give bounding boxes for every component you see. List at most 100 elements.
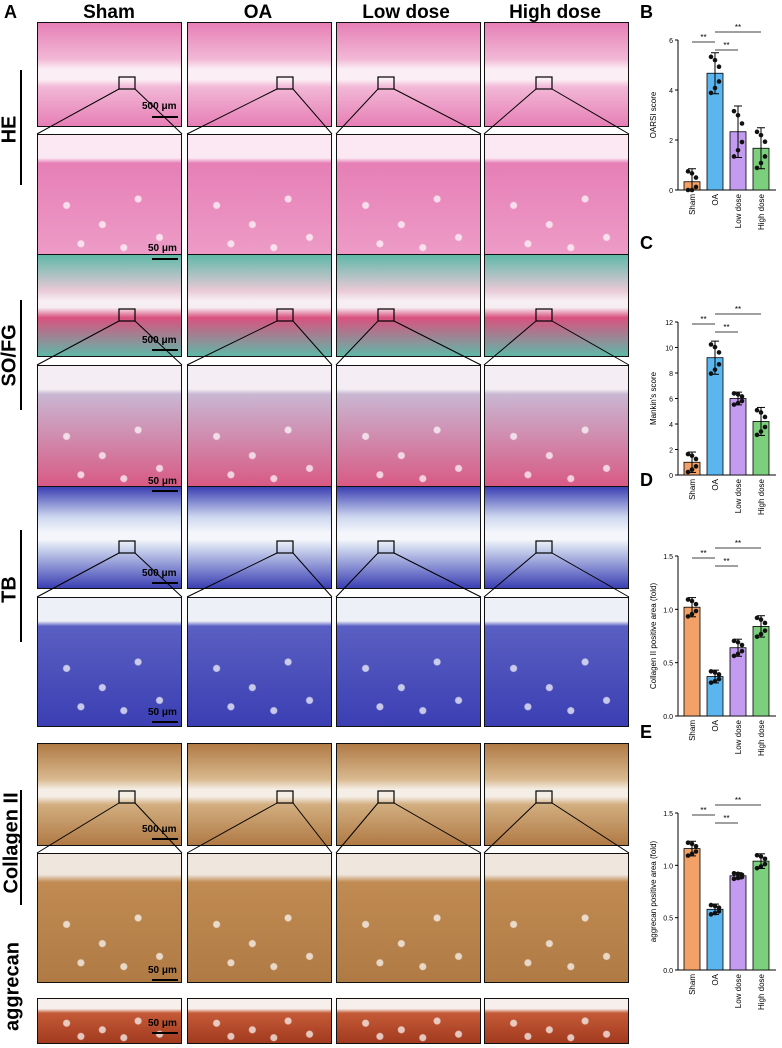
data-point bbox=[735, 112, 741, 118]
data-point bbox=[716, 905, 722, 910]
data-point bbox=[731, 870, 737, 876]
data-point bbox=[708, 90, 714, 96]
data-point bbox=[685, 614, 691, 619]
data-point bbox=[716, 676, 722, 682]
data-point bbox=[758, 854, 764, 859]
significance-label: ** bbox=[700, 33, 706, 42]
significance-label: ** bbox=[700, 806, 706, 815]
data-point bbox=[716, 350, 722, 355]
data-point bbox=[731, 653, 737, 659]
data-point bbox=[708, 912, 714, 917]
data-point bbox=[716, 909, 722, 914]
x-tick-label: High dose bbox=[757, 478, 766, 515]
x-tick-label: OA bbox=[711, 719, 720, 731]
data-point bbox=[689, 598, 695, 604]
bar bbox=[729, 398, 747, 476]
data-point bbox=[754, 865, 760, 871]
data-point bbox=[731, 402, 737, 407]
data-point bbox=[689, 187, 695, 193]
data-point bbox=[758, 617, 764, 622]
data-point bbox=[754, 634, 760, 639]
micrograph-tb_high-0 bbox=[37, 597, 182, 727]
scalebar bbox=[152, 490, 178, 492]
x-tick-label: Sham bbox=[688, 974, 697, 995]
micrograph-tb_high-2 bbox=[336, 597, 481, 727]
x-tick-label: Low dose bbox=[734, 719, 743, 754]
scalebar bbox=[152, 116, 178, 118]
micrograph-col_high-0 bbox=[37, 853, 182, 983]
data-point bbox=[712, 678, 718, 684]
micrograph-agg_high-1 bbox=[187, 998, 332, 1044]
data-point bbox=[685, 187, 691, 193]
y-tick-label: 0 bbox=[669, 473, 673, 480]
x-tick-label: Sham bbox=[688, 720, 697, 741]
significance-label: ** bbox=[723, 323, 729, 332]
data-point bbox=[762, 861, 768, 867]
significance-label: ** bbox=[723, 41, 729, 50]
y-tick-label: 2 bbox=[669, 138, 673, 145]
micrograph-agg_high-3 bbox=[484, 998, 629, 1044]
y-tick-label: 8 bbox=[669, 371, 673, 378]
micrograph-agg_high-2 bbox=[336, 998, 481, 1044]
data-point bbox=[762, 620, 768, 626]
data-point bbox=[693, 843, 699, 849]
column-header-low-dose: Low dose bbox=[362, 2, 450, 23]
data-point bbox=[735, 871, 741, 877]
significance-label: ** bbox=[700, 549, 706, 558]
y-tick-label: 1.0 bbox=[663, 607, 673, 614]
data-point bbox=[758, 631, 764, 637]
significance-label: ** bbox=[735, 796, 741, 805]
data-point bbox=[739, 139, 745, 145]
micrograph-agg_high-0 bbox=[37, 998, 182, 1044]
data-point bbox=[754, 165, 760, 171]
micrograph-col_high-2 bbox=[336, 853, 481, 983]
scalebar-label: 50 μm bbox=[148, 243, 177, 254]
bar bbox=[706, 357, 724, 476]
scalebar bbox=[152, 582, 178, 584]
data-point bbox=[689, 611, 695, 617]
data-point bbox=[685, 469, 691, 475]
scalebar bbox=[152, 1032, 178, 1034]
scalebar bbox=[152, 979, 178, 981]
data-point bbox=[762, 424, 768, 430]
y-tick-label: 0.0 bbox=[663, 714, 673, 721]
data-point bbox=[735, 639, 741, 645]
scalebar bbox=[152, 721, 178, 723]
x-tick-label: OA bbox=[711, 478, 720, 490]
data-point bbox=[739, 394, 745, 399]
data-point bbox=[754, 615, 760, 621]
x-tick-label: Low dose bbox=[734, 193, 743, 228]
bar bbox=[706, 908, 724, 971]
data-point bbox=[693, 601, 699, 607]
bar bbox=[683, 848, 701, 971]
significance-label: ** bbox=[735, 305, 741, 314]
data-point bbox=[758, 864, 764, 869]
micrograph-he_high-1 bbox=[187, 134, 332, 264]
panel-letter-c: C bbox=[640, 233, 653, 253]
scalebar bbox=[152, 838, 178, 840]
significance-label: ** bbox=[723, 557, 729, 566]
bar bbox=[752, 626, 770, 717]
data-point bbox=[762, 856, 768, 862]
y-axis-label: OARSI score bbox=[649, 91, 658, 138]
x-tick-label: OA bbox=[711, 193, 720, 205]
significance-label: ** bbox=[700, 315, 706, 324]
y-tick-label: 1.5 bbox=[663, 554, 673, 561]
panel-letter-d: D bbox=[640, 470, 653, 490]
data-point bbox=[693, 464, 699, 469]
data-point bbox=[739, 398, 745, 404]
bar bbox=[683, 606, 701, 717]
data-point bbox=[685, 840, 691, 846]
significance-label: ** bbox=[723, 814, 729, 823]
bar bbox=[729, 875, 747, 971]
data-point bbox=[735, 392, 741, 397]
data-point bbox=[716, 79, 722, 84]
x-tick-label: Low dose bbox=[734, 973, 743, 1008]
column-header-sham: Sham bbox=[83, 2, 135, 23]
scalebar-label: 50 μm bbox=[148, 965, 177, 976]
y-tick-label: 1.0 bbox=[663, 863, 673, 870]
y-tick-label: 6 bbox=[669, 397, 673, 404]
data-point bbox=[712, 367, 718, 372]
micrograph-col_high-1 bbox=[187, 853, 332, 983]
